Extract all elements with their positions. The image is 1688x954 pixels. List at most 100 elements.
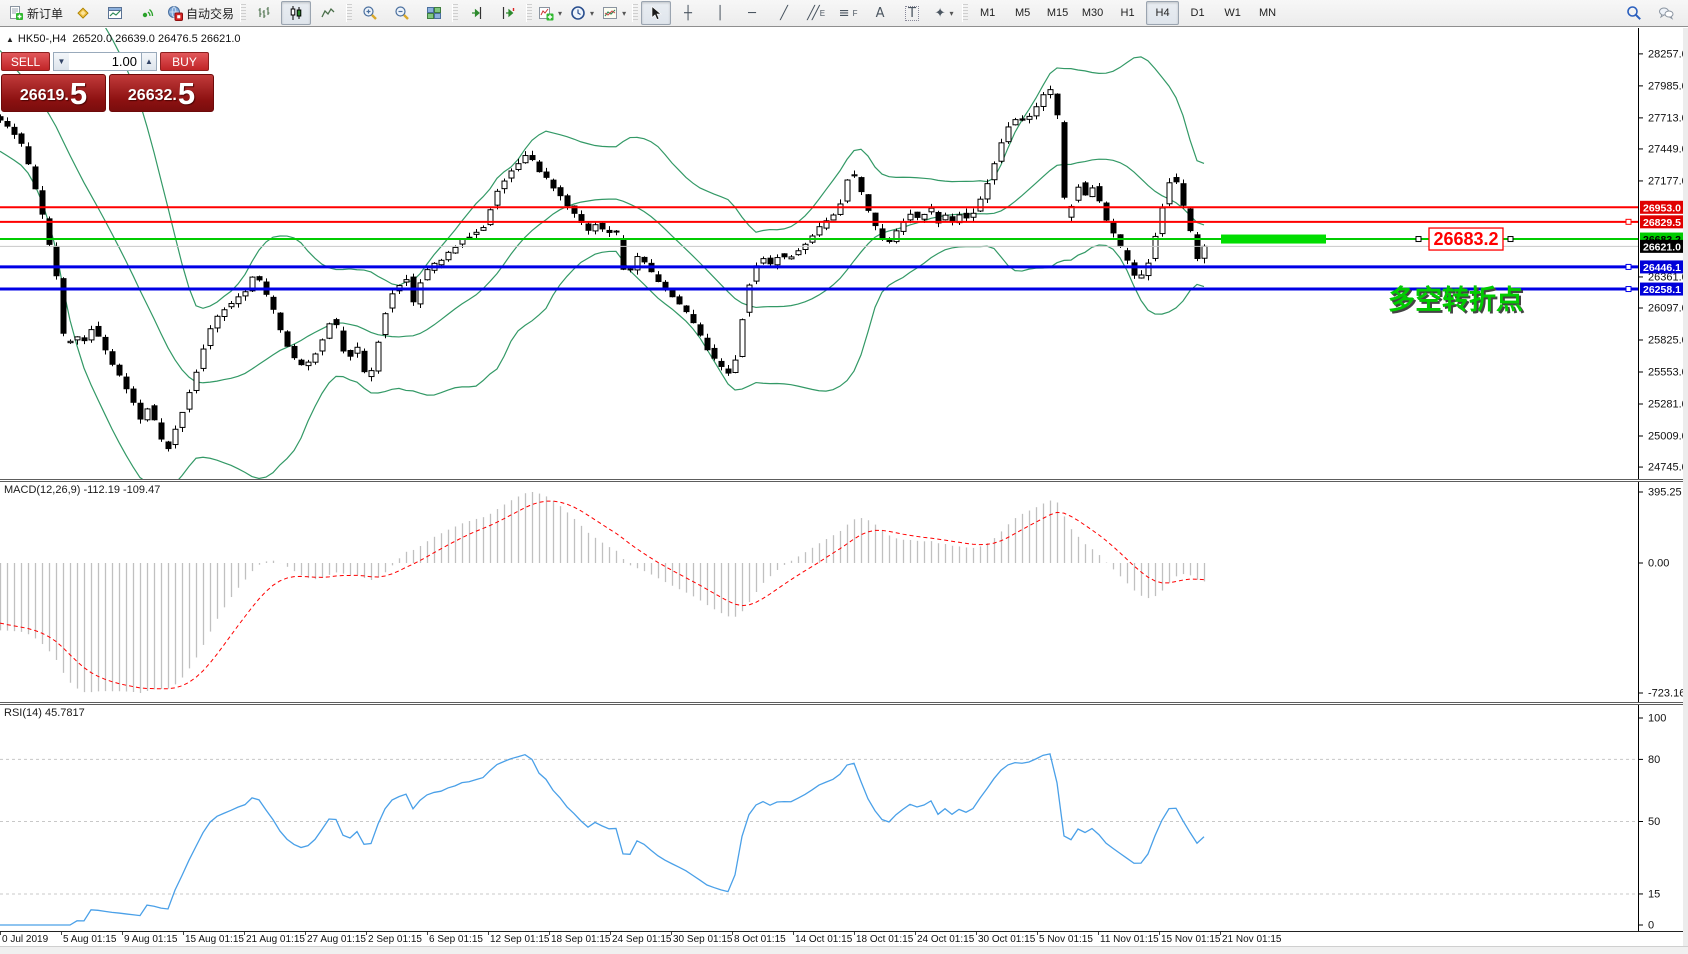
macd-label: MACD(12,26,9) -112.19 -109.47: [4, 484, 161, 496]
time-tick: [1037, 932, 1038, 935]
search-button[interactable]: [1619, 1, 1649, 25]
label-handle[interactable]: [1507, 236, 1514, 243]
line-handle[interactable]: [1625, 218, 1632, 225]
pane-separator[interactable]: [0, 479, 1688, 482]
time-tick: [244, 932, 245, 935]
trendline-highlight-segment[interactable]: [1221, 234, 1326, 244]
annotation-text[interactable]: 多空转折点: [1388, 284, 1523, 315]
macd-axis-tick: 0.00: [1648, 558, 1669, 570]
zoom-out-icon: [395, 6, 409, 20]
price-axis-tick: 27177.0: [1648, 175, 1688, 187]
auto-scroll-button[interactable]: [461, 1, 491, 25]
buy-price-box[interactable]: 26632. 5: [109, 74, 214, 112]
chart-shift-button[interactable]: [493, 1, 523, 25]
rsi-line: [0, 753, 1205, 926]
timeframe-D1-button[interactable]: D1: [1190, 7, 1205, 19]
vertical-line-tool-button[interactable]: │: [705, 1, 735, 25]
toolbar-separator: [240, 4, 247, 22]
chat-icon: [1659, 7, 1674, 20]
time-tick: [793, 932, 794, 935]
text-label-tool-button[interactable]: T: [897, 1, 927, 25]
pane-separator[interactable]: [0, 702, 1688, 705]
price-callout-box[interactable]: [1428, 227, 1504, 251]
rsi-pane[interactable]: RSI(14) 45.7817 100 80 50 15 0: [0, 705, 1688, 932]
price-axis-tick: 26097.0: [1648, 303, 1688, 315]
zoom-in-button[interactable]: [355, 1, 385, 25]
chat-button[interactable]: [1651, 1, 1681, 25]
timeframe-M15-button[interactable]: M15: [1046, 7, 1069, 19]
price-axis-tick: 27713.0: [1648, 112, 1688, 124]
one-click-trading-panel: SELL ▼ ▲ BUY 26619.5 26632.5: [1, 52, 217, 112]
toolbar-separator: [632, 4, 639, 22]
chart-window-button[interactable]: [100, 1, 130, 25]
spin-up-icon: ▲: [145, 57, 153, 66]
timeframe-M5-button[interactable]: M5: [1014, 7, 1031, 19]
timeframe-H1-button[interactable]: H1: [1120, 7, 1135, 19]
dropdown-caret-icon: ▾: [622, 8, 627, 18]
timeframe-H4-button[interactable]: H4: [1146, 1, 1180, 25]
collapse-panel-icon[interactable]: ▲: [6, 35, 14, 44]
time-axis[interactable]: 0 Jul 2019 5 Aug 01:15 9 Aug 01:15 15 Aug 0…: [0, 932, 1688, 947]
macd-pane[interactable]: MACD(12,26,9) -112.19 -109.47 395.25 0.00…: [0, 482, 1688, 702]
new-order-button[interactable]: 新订单: [5, 1, 66, 25]
signals-button[interactable]: [132, 1, 162, 25]
sell-price-box[interactable]: 26619. 5: [1, 74, 106, 112]
text-icon: A: [875, 5, 885, 21]
toolbar: 新订单 自动交易: [0, 0, 1688, 27]
label-handle[interactable]: [1415, 236, 1422, 243]
channel-tool-button[interactable]: ╱╱ E: [801, 1, 831, 25]
time-axis-label: 30 Oct 01:15: [978, 934, 1036, 945]
toolbar-separator: [346, 4, 353, 22]
cursor-tool-button[interactable]: [641, 1, 672, 25]
sell-price-big-digit: 5: [69, 76, 88, 111]
timeframe-MN-button[interactable]: MN: [1259, 7, 1277, 19]
timeframe-W1-button[interactable]: W1: [1224, 7, 1241, 19]
time-tick: [976, 932, 977, 935]
line-handle[interactable]: [1625, 263, 1632, 270]
line-chart-mode-button[interactable]: [313, 1, 343, 25]
rsi-axis-tick: 50: [1648, 816, 1660, 828]
volume-decrease-button[interactable]: ▼: [53, 52, 69, 71]
buy-button[interactable]: BUY: [160, 52, 209, 71]
trendline-tool-button[interactable]: ╱: [769, 1, 799, 25]
bollinger-middle: [0, 50, 1205, 384]
channel-icon-sub: E: [819, 8, 826, 18]
price-axis-tick: 24745.0: [1648, 462, 1688, 474]
time-tick: [488, 932, 489, 935]
bar-chart-mode-button[interactable]: [249, 1, 279, 25]
price-line-label-text: 26258.1: [1643, 284, 1681, 296]
styler-button[interactable]: [68, 1, 98, 25]
time-axis-label: 18 Sep 01:15: [551, 934, 611, 945]
timeframe-M30-button[interactable]: M30: [1081, 7, 1104, 19]
line-handle[interactable]: [1625, 286, 1632, 293]
indicators-button[interactable]: ▾: [535, 1, 565, 25]
text-label-icon: T: [905, 5, 920, 21]
toolbar-separator: [526, 4, 533, 22]
crosshair-tool-button[interactable]: ┼: [673, 1, 703, 25]
price-chart-pane[interactable]: 26683.2 多空转折点 多空转折点 28257.0 27985.0 27713.0 27…: [0, 28, 1688, 479]
price-axis-tick: 25009.0: [1648, 431, 1688, 443]
arrows-tool-button[interactable]: ✦ ▾: [929, 1, 959, 25]
timeframe-M1-button[interactable]: M1: [979, 7, 996, 19]
indicators-icon: [539, 7, 554, 21]
text-tool-button[interactable]: A: [865, 1, 895, 25]
price-line-label-text: 26446.1: [1643, 262, 1681, 274]
horizontal-line-tool-button[interactable]: ─: [737, 1, 767, 25]
candlestick-mode-button[interactable]: [281, 1, 312, 25]
tile-windows-button[interactable]: [419, 1, 449, 25]
cursor-icon: [651, 5, 662, 20]
volume-increase-button[interactable]: ▲: [141, 52, 157, 71]
templates-button[interactable]: ▾: [599, 1, 629, 25]
sell-button[interactable]: SELL: [1, 52, 50, 71]
periods-button[interactable]: ▾: [567, 1, 597, 25]
annotation-shadow: 多空转折点: [1390, 286, 1525, 317]
sell-price-int: 26619: [19, 87, 65, 105]
time-axis-label: 5 Aug 01:15: [63, 934, 117, 945]
zoom-out-button[interactable]: [387, 1, 417, 25]
candlestick-icon: [290, 6, 302, 20]
signals-icon: [142, 8, 154, 18]
volume-input[interactable]: [69, 52, 141, 71]
auto-trading-button[interactable]: 自动交易: [164, 1, 237, 25]
chart-shift-icon: [502, 7, 515, 19]
fibonacci-tool-button[interactable]: ≡ F: [833, 1, 863, 25]
